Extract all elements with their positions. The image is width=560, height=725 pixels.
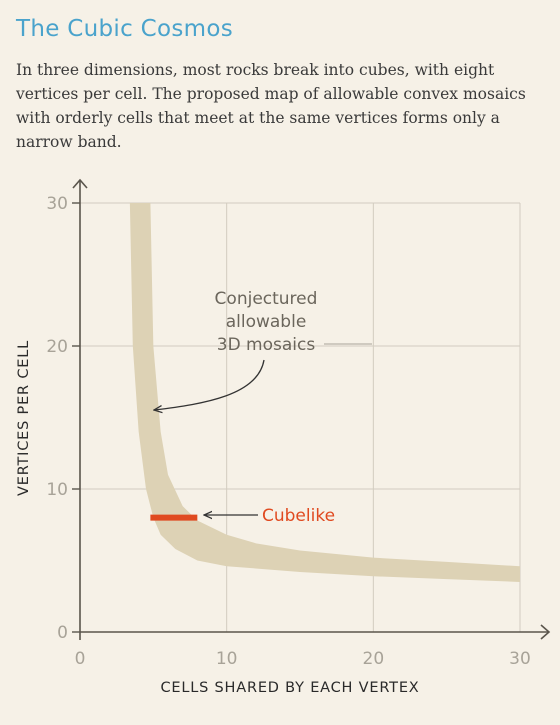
band-annotation-arrow <box>154 359 265 410</box>
band-annotation-line-1: Conjectured <box>215 289 318 309</box>
x-tick-label: 20 <box>363 649 385 669</box>
band-annotation-line-2: allowable <box>226 312 307 332</box>
band-annotation-line-3: 3D mosaics <box>217 335 316 355</box>
y-tick-label: 30 <box>46 194 68 214</box>
x-tick-label: 0 <box>75 649 86 669</box>
y-axis-label: VERTICES PER CELL <box>16 340 32 496</box>
y-tick-label: 20 <box>46 337 68 357</box>
chart-title: The Cubic Cosmos <box>16 16 234 42</box>
x-tick-label: 10 <box>216 649 238 669</box>
tick-labels: 0 10 20 30 0 10 20 30 <box>46 194 530 669</box>
chart-subtitle: In three dimensions, most rocks break in… <box>16 61 526 151</box>
x-axis-arrow <box>540 624 551 640</box>
y-tick-label: 0 <box>57 623 68 643</box>
x-tick-label: 30 <box>509 649 531 669</box>
y-tick-label: 10 <box>46 480 68 500</box>
cubelike-label: Cubelike <box>262 506 335 526</box>
band-layer <box>129 203 520 582</box>
y-axis-arrow <box>72 178 88 189</box>
x-axis-label: CELLS SHARED BY EACH VERTEX <box>160 680 419 696</box>
axes <box>72 178 551 640</box>
annotations: Conjectured allowable 3D mosaics Cubelik… <box>154 289 372 526</box>
